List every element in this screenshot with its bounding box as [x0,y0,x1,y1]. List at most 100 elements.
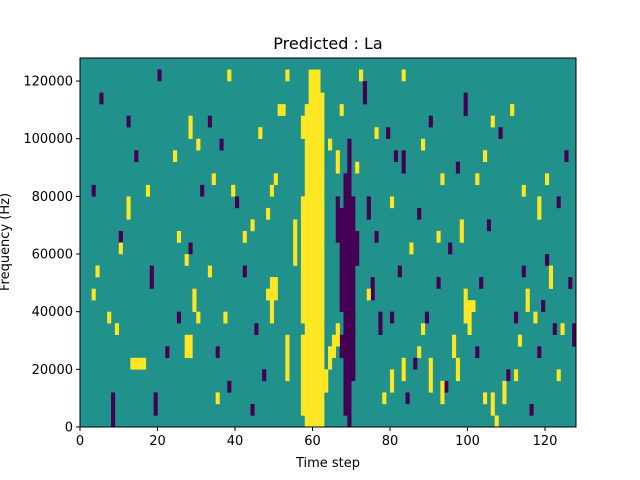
high-intensity-cell [355,161,360,174]
low-intensity-cell [444,380,449,393]
high-intensity-cell [196,138,201,151]
low-intensity-cell [413,357,418,370]
y-axis-label: Frequency (Hz) [0,193,13,291]
high-intensity-cell [207,265,213,278]
low-intensity-cell [475,346,480,359]
low-intensity-cell [254,323,259,335]
high-intensity-cell [335,323,340,347]
high-intensity-cell [417,346,422,359]
y-tick-label: 20000 [32,363,73,378]
low-intensity-cell [556,196,561,209]
heatmap-cells [91,69,577,428]
x-tick-label: 120 [533,434,558,449]
x-tick-label: 0 [76,434,84,449]
high-intensity-cell [514,369,519,382]
high-intensity-cell [490,115,495,128]
high-intensity-cell [490,392,495,416]
high-intensity-cell [517,334,523,347]
low-intensity-cell [564,150,569,163]
high-intensity-cell [328,346,333,370]
high-intensity-cell [359,69,364,82]
low-intensity-cell [390,311,395,324]
low-intensity-cell [455,161,461,174]
low-intensity-cell [417,207,422,220]
high-intensity-cell [95,265,100,278]
high-intensity-cell [401,357,406,382]
high-intensity-cell [440,380,445,405]
high-intensity-cell [452,334,457,359]
low-intensity-cell [424,311,430,324]
high-intensity-cell [339,104,344,116]
high-intensity-cell [281,104,286,116]
low-intensity-cell [572,323,577,347]
high-intensity-cell [227,69,232,82]
low-intensity-cell [355,230,360,266]
plot-frame [79,57,577,428]
high-intensity-cell [145,184,151,197]
y-tick-label: 60000 [32,248,73,263]
high-intensity-cell [324,369,329,393]
low-intensity-cell [91,184,96,197]
high-intensity-cell [401,69,406,82]
low-intensity-cell [351,196,356,382]
high-intensity-cell [107,311,112,324]
high-intensity-cell [537,196,542,220]
high-intensity-cell [215,392,220,405]
low-intensity-cell [545,254,550,266]
low-intensity-cell [242,265,247,278]
chart-title: Predicted : La [273,34,382,53]
high-intensity-cell [502,380,507,405]
high-intensity-cell [328,138,333,151]
low-intensity-cell [541,300,546,312]
low-intensity-cell [347,138,352,428]
high-intensity-cell [463,288,468,324]
low-intensity-cell [436,277,441,289]
low-intensity-cell [215,346,220,359]
high-intensity-cell [304,104,309,428]
high-intensity-cell [316,69,321,428]
high-intensity-cell [188,334,193,359]
high-intensity-cell [285,69,290,82]
y-tick-label: 100000 [23,132,73,147]
high-intensity-cell [409,242,414,255]
high-intensity-cell [266,288,271,301]
low-intensity-cell [405,392,410,405]
low-intensity-cell [397,265,402,278]
high-intensity-cell [374,127,379,139]
high-intensity-cell [320,92,325,428]
low-intensity-cell [366,196,371,220]
high-intensity-cell [440,173,445,186]
low-intensity-cell [537,346,542,359]
high-intensity-cell [467,300,472,335]
high-intensity-cell [223,311,228,324]
low-intensity-cell [428,115,433,128]
low-intensity-cell [262,369,267,382]
high-intensity-cell [300,196,306,324]
high-intensity-cell [269,277,275,324]
high-intensity-cell [173,150,178,163]
low-intensity-cell [111,392,116,428]
high-intensity-cell [428,357,433,393]
high-intensity-cell [308,69,313,428]
low-intensity-cell [207,115,213,128]
high-intensity-cell [285,334,290,382]
x-tick-label: 40 [227,434,244,449]
low-intensity-cell [227,380,232,393]
high-intensity-cell [494,415,499,428]
high-intensity-cell [138,357,143,370]
high-intensity-cell [118,242,123,255]
low-intensity-cell [343,173,348,416]
high-intensity-cell [390,369,395,393]
x-tick-label: 100 [455,434,480,449]
x-tick-label: 20 [149,434,166,449]
plot-area [80,58,577,428]
x-tick-label: 80 [382,434,399,449]
high-intensity-cell [91,288,96,301]
high-intensity-cell [510,104,515,116]
low-intensity-cell [479,277,484,289]
low-intensity-cell [165,346,170,359]
low-intensity-cell [506,369,511,382]
low-intensity-cell [126,115,131,128]
y-tick-label: 80000 [32,190,73,205]
